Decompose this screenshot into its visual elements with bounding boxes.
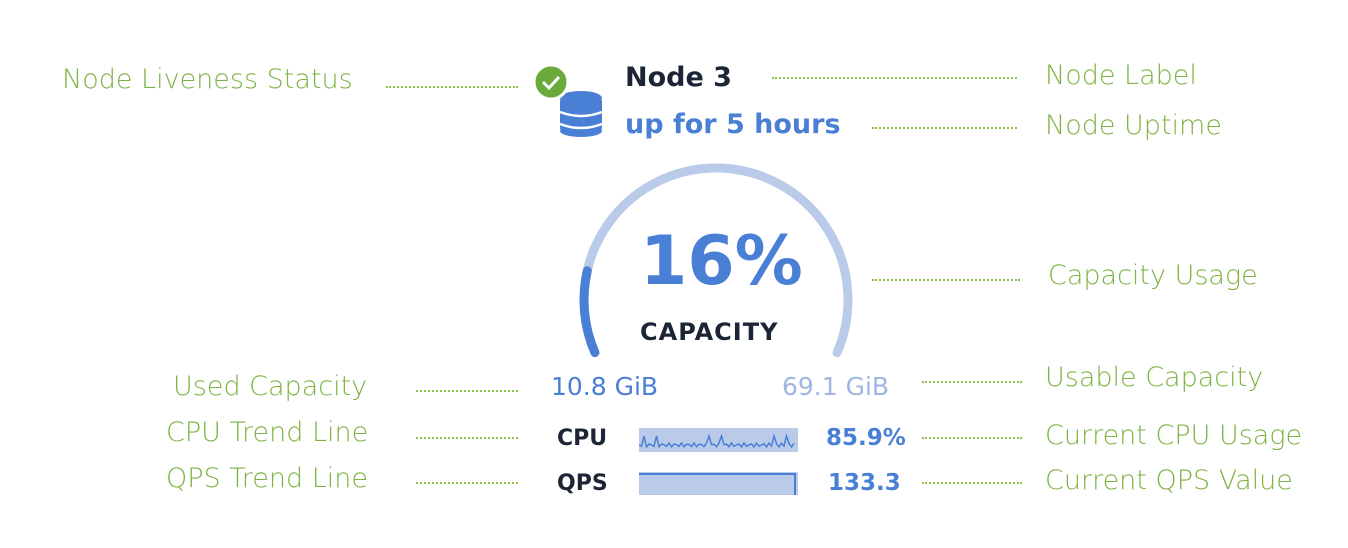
annotation-liveness: Node Liveness Status <box>62 64 353 95</box>
cpu-label: CPU <box>557 426 608 451</box>
leader-line <box>872 279 1020 281</box>
capacity-percent: 16% <box>640 222 803 301</box>
leader-line <box>772 77 1017 79</box>
leader-line <box>416 437 518 439</box>
leader-line <box>922 437 1022 439</box>
capacity-gauge <box>579 163 853 358</box>
leader-line <box>922 482 1022 484</box>
usable-capacity: 69.1 GiB <box>782 372 890 401</box>
node-label: Node 3 <box>625 62 732 93</box>
leader-line <box>416 482 518 484</box>
annotation-used: Used Capacity <box>173 371 368 402</box>
capacity-caption: CAPACITY <box>640 318 779 346</box>
annotation-uptime: Node Uptime <box>1045 110 1222 141</box>
check-circle-icon <box>532 63 570 101</box>
annotation-qps-trend: QPS Trend Line <box>166 463 368 494</box>
qps-label: QPS <box>557 471 608 496</box>
annotation-qps-current: Current QPS Value <box>1045 465 1293 496</box>
leader-line <box>872 127 1017 129</box>
cpu-value: 85.9% <box>826 425 906 451</box>
gauge-fill <box>579 266 600 358</box>
database-icon <box>532 63 603 137</box>
leader-line <box>386 86 518 88</box>
annotation-node-label: Node Label <box>1045 60 1197 91</box>
annotation-capacity-usage: Capacity Usage <box>1048 260 1258 291</box>
annotation-usable: Usable Capacity <box>1045 362 1264 393</box>
used-capacity: 10.8 GiB <box>551 372 659 401</box>
leader-line <box>922 381 1022 383</box>
qps-value: 133.3 <box>828 470 901 496</box>
qps-sparkline <box>639 472 798 495</box>
annotation-cpu-trend: CPU Trend Line <box>166 417 369 448</box>
annotation-cpu-current: Current CPU Usage <box>1045 420 1303 451</box>
cpu-sparkline <box>639 428 798 452</box>
node-uptime: up for 5 hours <box>625 109 841 140</box>
leader-line <box>416 390 518 392</box>
